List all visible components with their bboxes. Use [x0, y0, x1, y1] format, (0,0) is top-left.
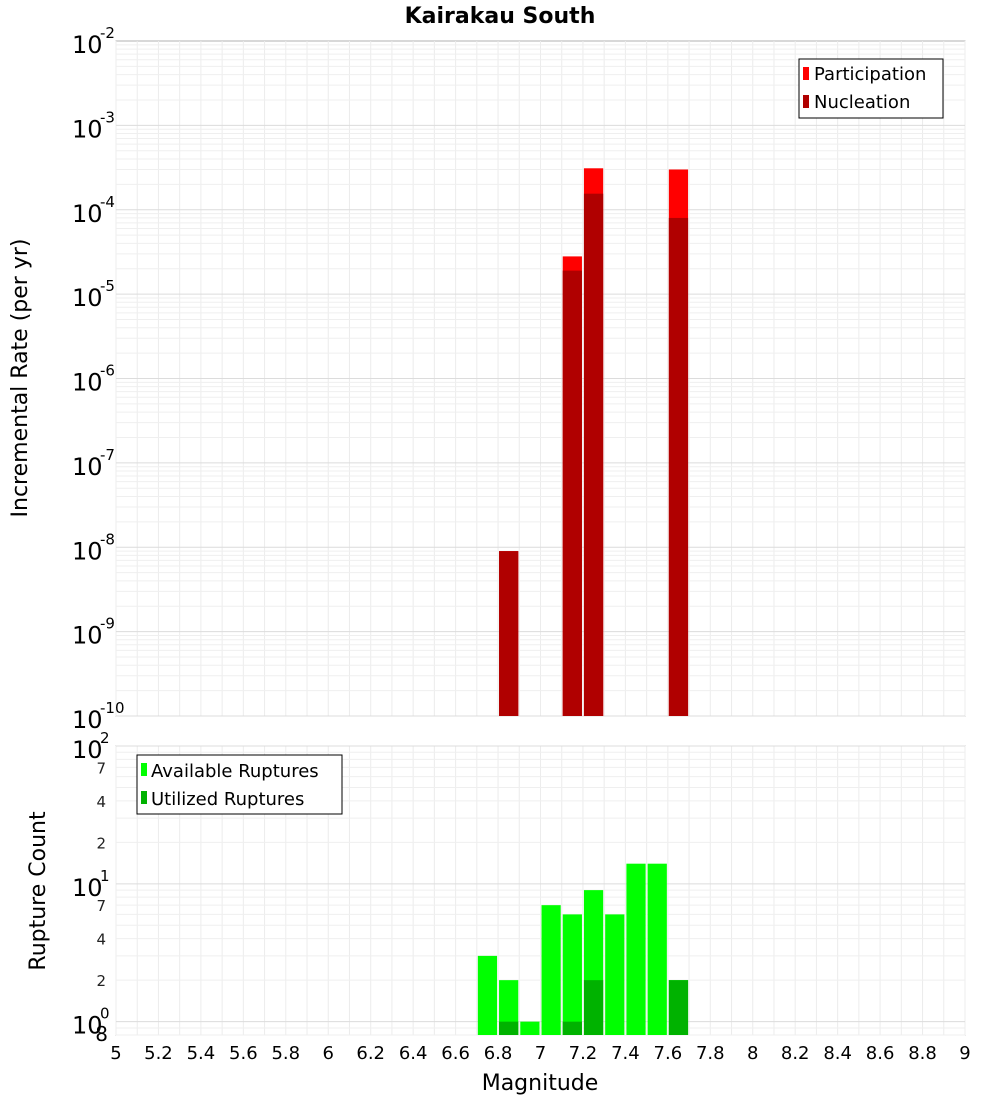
y-tick-label-base: 10	[72, 284, 103, 312]
rate-y-axis-label: Incremental Rate (per yr)	[8, 239, 33, 518]
x-tick-label: 7.2	[569, 1043, 598, 1064]
available-bar	[520, 1021, 540, 1035]
legend-swatch-participation	[803, 67, 809, 80]
nucleation-bar	[583, 193, 604, 716]
y-tick-label-base: 10	[72, 453, 103, 481]
x-tick-label: 6.4	[399, 1043, 428, 1064]
available-bar	[477, 955, 498, 1035]
nucleation-bar	[562, 270, 582, 716]
legend-label-participation: Participation	[814, 64, 926, 85]
x-ticks: 5 5.2 5.4 5.6 5.8 6 6.2 6.4 6.6 6.8 7 7.2 7.4 7.6 7.8 8…	[110, 1043, 970, 1064]
y-tick-label-exponent: 2	[100, 729, 110, 747]
x-tick-label: 5.4	[187, 1043, 216, 1064]
y-tick-label-exponent: -5	[100, 277, 115, 295]
x-tick-label: 7.4	[611, 1043, 640, 1064]
count-legend: Available Ruptures Utilized Ruptures	[136, 754, 343, 815]
y-minor-tick-label: 4	[96, 931, 106, 949]
x-tick-label: 5.6	[229, 1043, 258, 1064]
rate-grid	[115, 41, 966, 717]
y-tick-label-base: 10	[72, 200, 103, 228]
x-tick-label: 8.2	[781, 1043, 810, 1064]
x-axis-label: Magnitude	[482, 1071, 599, 1096]
y-minor-tick-label: 2	[96, 972, 106, 990]
legend-label-available: Available Ruptures	[151, 761, 319, 782]
x-tick-label: 7	[535, 1043, 546, 1064]
x-tick-label: 8.6	[866, 1043, 895, 1064]
y-minor-tick-label: 8	[95, 1022, 108, 1046]
y-tick-label-exponent: -7	[100, 446, 115, 464]
available-bar	[626, 863, 646, 1035]
x-tick-label: 6.2	[356, 1043, 385, 1064]
y-tick-label-exponent: -3	[100, 108, 115, 126]
count-y-axis-label: Rupture Count	[26, 811, 51, 971]
utilized-bar	[583, 980, 604, 1035]
utilized-bar	[562, 1021, 582, 1035]
utilized-bar	[499, 1021, 519, 1035]
y-tick-label-base: 10	[72, 115, 103, 143]
x-tick-label: 8	[747, 1043, 758, 1064]
x-tick-label: 6	[323, 1043, 334, 1064]
y-tick-label-base: 10	[72, 369, 103, 397]
x-tick-label: 7.8	[696, 1043, 725, 1064]
y-tick-label-exponent: 1	[100, 867, 110, 885]
y-tick-label-base: 10	[72, 706, 103, 734]
x-tick-label: 5.2	[144, 1043, 173, 1064]
x-tick-label: 6.6	[441, 1043, 470, 1064]
y-tick-label-base: 10	[72, 736, 103, 764]
nucleation-bar	[499, 551, 519, 716]
legend-label-utilized: Utilized Ruptures	[151, 789, 304, 810]
nucleation-bar	[668, 217, 689, 716]
count-bars	[477, 863, 689, 1035]
x-tick-label: 9	[959, 1043, 970, 1064]
x-tick-label: 5.8	[271, 1043, 300, 1064]
legend-swatch-available	[141, 763, 147, 776]
y-tick-label-exponent: -2	[100, 24, 115, 42]
x-tick-label: 7.6	[654, 1043, 683, 1064]
available-bar	[562, 914, 582, 1035]
rate-legend-box	[798, 58, 944, 119]
legend-swatch-utilized	[141, 791, 147, 804]
y-tick-label-exponent: -10	[100, 699, 125, 717]
utilized-bar	[668, 980, 689, 1035]
x-tick-label: 8.8	[908, 1043, 937, 1064]
y-minor-tick-label: 7	[96, 897, 106, 915]
y-tick-label-exponent: -4	[100, 193, 115, 211]
y-tick-label-exponent: -9	[100, 615, 115, 633]
count-legend-box	[136, 754, 343, 815]
y-tick-label-base: 10	[72, 874, 103, 902]
chart-title: Kairakau South	[405, 4, 596, 29]
x-tick-label: 6.8	[484, 1043, 513, 1064]
y-minor-tick-label: 7	[96, 759, 106, 777]
available-bar	[499, 980, 519, 1035]
x-tick-label: 5	[110, 1043, 121, 1064]
available-bar	[647, 863, 667, 1035]
rate-bars	[499, 168, 689, 716]
count-grid	[115, 745, 966, 1036]
legend-label-nucleation: Nucleation	[814, 92, 910, 113]
y-minor-tick-label: 2	[96, 834, 106, 852]
y-tick-label-exponent: 0	[100, 1005, 110, 1023]
y-tick-label-base: 10	[72, 622, 103, 650]
rate-legend: Participation Nucleation	[798, 58, 944, 119]
y-tick-label-base: 10	[72, 537, 103, 565]
y-tick-label-exponent: -8	[100, 530, 115, 548]
x-tick-label: 8.4	[823, 1043, 852, 1064]
y-minor-tick-label: 4	[96, 793, 106, 811]
legend-swatch-nucleation	[803, 95, 809, 108]
y-tick-label-base: 10	[72, 1012, 103, 1040]
available-bar	[605, 914, 625, 1035]
available-bar	[541, 905, 561, 1035]
y-tick-label-base: 10	[72, 31, 103, 59]
y-tick-label-exponent: -6	[100, 362, 115, 380]
